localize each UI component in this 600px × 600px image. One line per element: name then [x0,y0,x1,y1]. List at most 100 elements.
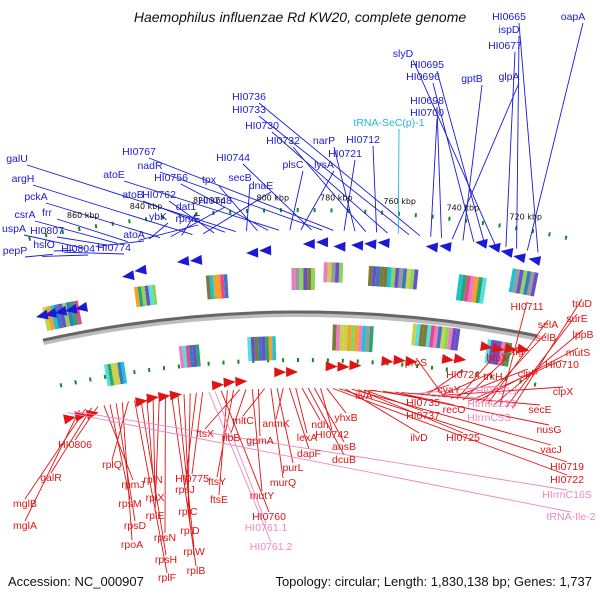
gene-block [178,346,185,369]
gene-label-reverse: ilvD [410,432,428,444]
gene-label-forward: slyD [393,48,414,60]
tick-mark [74,380,77,385]
gene-block [209,275,215,300]
tick-mark [94,224,98,229]
gene-label-reverse: HI0711 [510,301,543,313]
gene-label-reverse: HI0775 [175,473,209,485]
gene-label-reverse: rplB [187,565,206,577]
gene-label-reverse: selB [536,332,556,344]
map-title: Haemophilus influenzae Rd KW20, complete… [134,9,467,25]
gene-label-reverse: mglB [13,498,37,510]
forward-gene-arrow [54,305,68,316]
leader-line [451,82,520,240]
leader-line [415,357,445,398]
gene-label-forward: hslO [33,239,55,251]
gene-label-reverse: HI0760 [252,511,286,523]
gene-label-forward: HI0807 [30,225,64,237]
gene-block [494,340,502,366]
tick-mark [128,219,131,224]
gene-block [450,328,457,351]
gene-block [331,262,336,283]
tick-mark [445,367,449,372]
gene-label-reverse: rplX [146,492,165,504]
gene-label-forward: narP [313,135,335,147]
leader-line [425,369,464,396]
gene-label-reverse: tRNA-Ile-2 [546,511,595,523]
gene-block [455,274,464,301]
forward-gene-arrow [64,303,78,314]
leader-line [45,202,161,239]
gene-label-reverse: rpmJ [121,479,144,491]
gene-label-forward: tpx [202,174,217,186]
gene-label-forward: frr [42,207,52,219]
gene-block [459,274,468,302]
gene-block [335,324,341,351]
gene-block [487,339,495,364]
tick-mark [414,213,417,218]
gene-block [475,277,483,304]
gene-block [386,267,392,288]
gene-block [409,269,415,290]
gene-block [117,362,124,385]
forward-gene-arrow [439,242,452,253]
reverse-gene-arrow [492,343,505,353]
gene-block [526,271,535,296]
gene-label-reverse: lppB [572,329,593,341]
leader-line [218,185,258,231]
tick-mark [475,371,478,376]
leader-line [326,388,347,414]
gene-label-forward: HI0804 [61,243,95,255]
tick-mark [237,359,240,364]
gene-block [65,301,75,327]
gene-block [205,275,212,300]
forward-gene-arrow [134,264,147,275]
leader-line [220,390,270,513]
gene-block [110,363,118,386]
leader-line [432,82,475,243]
forward-gene-arrow [246,247,259,258]
leader-line [339,388,568,463]
leader-line [170,206,226,237]
leader-line [24,253,53,258]
gene-block [375,266,381,287]
gene-label-forward: pckA [24,191,47,203]
leader-line [270,388,284,479]
reverse-gene-arrow [441,353,455,364]
leader-line [56,218,128,243]
gene-label-reverse: mltC [232,415,254,427]
leader-line [42,254,89,257]
gene-block [272,336,277,361]
tick-mark [498,223,501,228]
gene-label-reverse: mutY [250,490,275,502]
gene-block [453,328,461,351]
feature-layer [35,237,542,425]
forward-gene-arrow [513,253,526,264]
tick-mark [481,220,485,226]
gene-label-forward: HI0767 [122,146,156,158]
tick-mark [356,359,359,364]
leader-line [345,388,420,434]
gene-label-forward: argH [12,173,35,185]
gene-label-reverse: rplW [183,546,205,558]
leader-line [24,408,86,500]
gene-block [140,285,147,307]
leader-line [370,389,424,399]
gene-label-reverse: mutS [566,347,591,359]
leader-line [159,171,323,231]
gene-label-forward: csrA [15,209,36,221]
leader-line [469,359,563,402]
tick-mark [371,360,374,365]
gene-label-forward: HI0665 [492,11,526,23]
gene-block [397,268,404,289]
forward-gene-arrow [351,240,364,251]
reverse-gene-arrow [381,355,394,366]
gene-label-reverse: proS [405,357,427,369]
gene-label-forward: HI0696 [406,71,440,83]
leader-line [505,313,578,408]
leader-line [289,170,304,231]
leader-line [34,220,118,244]
gene-block [257,336,263,361]
gene-block [425,324,432,348]
gene-label-forward: ispD [498,24,519,36]
leader-line [438,371,494,398]
